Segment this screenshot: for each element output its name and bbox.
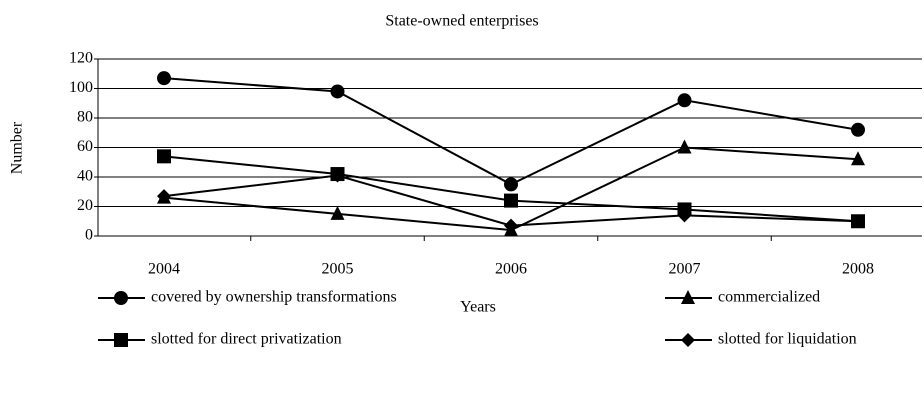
y-tick-label: 60	[77, 138, 93, 155]
marker-circle	[677, 93, 692, 108]
marker-diamond	[504, 218, 518, 233]
marker-triangle	[677, 139, 692, 154]
marker-circle	[504, 177, 518, 192]
marker-triangle	[681, 290, 695, 304]
y-tick-label: 80	[77, 109, 93, 126]
y-tick-label: 120	[69, 50, 93, 67]
y-tick-label: 20	[77, 197, 93, 214]
legend-label: commercialized	[718, 289, 820, 306]
x-tick-label: 2007	[669, 261, 701, 278]
marker-circle	[157, 71, 171, 86]
x-tick-label: 2004	[148, 261, 180, 278]
marker-square	[114, 333, 128, 347]
marker-square	[157, 149, 171, 164]
x-tick-label: 2008	[842, 261, 874, 278]
marker-diamond	[681, 333, 695, 347]
marker-triangle	[330, 205, 345, 220]
x-axis-label: Years	[460, 299, 496, 316]
y-axis-label: Number	[9, 121, 26, 174]
marker-square	[504, 193, 518, 208]
marker-diamond	[330, 168, 345, 183]
x-tick-label: 2006	[495, 261, 527, 278]
y-tick-label: 100	[69, 79, 93, 96]
legend-label: slotted for liquidation	[718, 331, 857, 348]
marker-circle	[330, 84, 345, 99]
series-line	[163, 77, 859, 186]
x-tick-label: 2005	[322, 261, 354, 278]
marker-diamond	[677, 208, 692, 223]
chart-title: State-owned enterprises	[385, 13, 538, 30]
legend-label: covered by ownership transformations	[151, 289, 397, 306]
marker-diamond	[157, 189, 171, 204]
y-tick-label: 0	[85, 227, 93, 244]
marker-triangle	[851, 151, 865, 166]
legend-label: slotted for direct privatization	[151, 331, 342, 348]
marker-circle	[851, 122, 865, 137]
marker-circle	[114, 291, 128, 305]
y-tick-label: 40	[77, 168, 93, 185]
marker-diamond	[851, 214, 865, 229]
